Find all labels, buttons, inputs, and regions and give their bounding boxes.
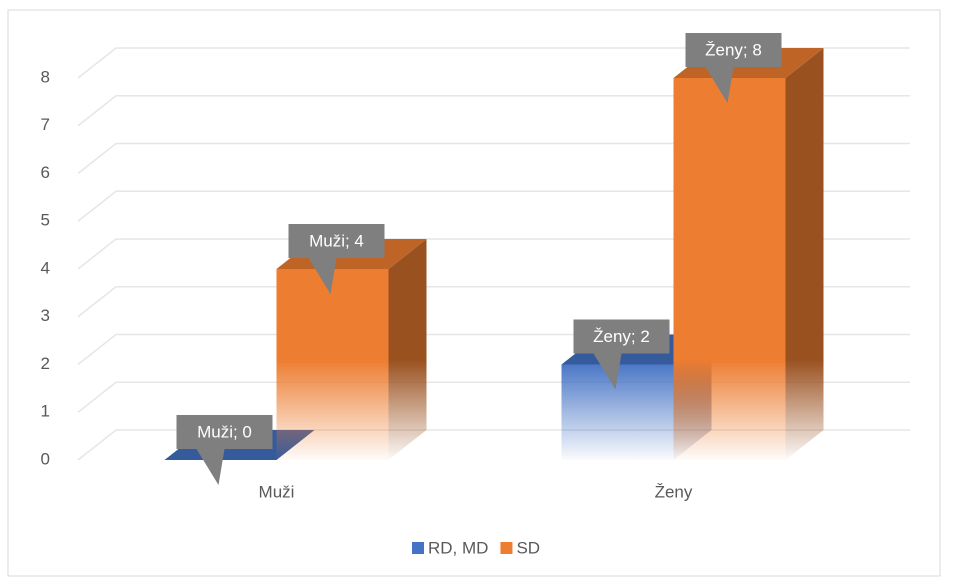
y-tick-label: 2: [41, 354, 50, 373]
bar-side: [389, 239, 427, 460]
y-tick-label: 7: [41, 115, 50, 134]
y-tick-label: 6: [41, 163, 50, 182]
legend-swatch: [412, 542, 424, 554]
bar: [674, 48, 824, 460]
y-tick-label: 5: [41, 211, 50, 230]
bar-front: [277, 269, 389, 460]
x-tick-label: Ženy: [655, 482, 693, 501]
y-tick-label: 0: [41, 449, 50, 468]
legend-label: RD, MD: [428, 538, 488, 557]
x-tick-label: Muži: [259, 482, 295, 501]
y-tick-label: 4: [41, 258, 50, 277]
bar: [277, 239, 427, 460]
bar-front: [562, 365, 674, 461]
data-label: Muži; 4: [309, 231, 364, 250]
legend-label: SD: [516, 538, 540, 557]
data-label: Ženy; 8: [705, 40, 762, 59]
y-tick-label: 1: [41, 402, 50, 421]
bar-side: [786, 48, 824, 460]
data-label: Muži; 0: [197, 422, 252, 441]
y-tick-label: 8: [41, 67, 50, 86]
y-tick-label: 3: [41, 306, 50, 325]
data-label: Ženy; 2: [593, 327, 650, 346]
legend-swatch: [500, 542, 512, 554]
bar-front: [674, 78, 786, 460]
